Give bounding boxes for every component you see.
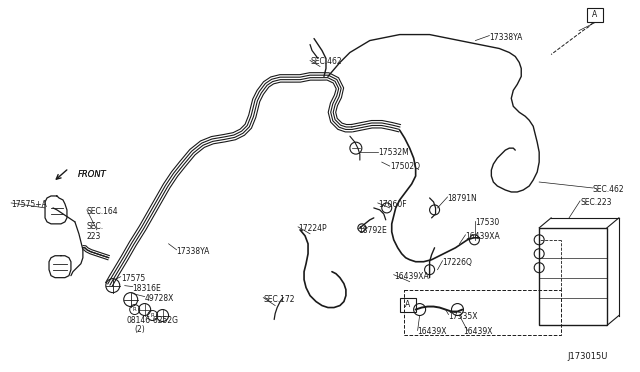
Text: 17502Q: 17502Q (390, 162, 420, 171)
Text: 17575: 17575 (121, 274, 145, 283)
Text: 08146-6252G: 08146-6252G (127, 315, 179, 324)
Text: 17338YA: 17338YA (177, 247, 210, 256)
Text: R: R (133, 307, 136, 312)
Text: 16439XA: 16439XA (394, 272, 428, 281)
Text: 17575+A: 17575+A (11, 200, 47, 209)
Text: FRONT: FRONT (78, 170, 107, 179)
Text: 17226Q: 17226Q (442, 258, 472, 267)
Text: 18792E: 18792E (358, 226, 387, 235)
Text: 17532M: 17532M (378, 148, 408, 157)
Text: SEC.164: SEC.164 (87, 207, 118, 216)
Text: SEC.223: SEC.223 (580, 198, 612, 207)
Text: 49728X: 49728X (145, 294, 174, 302)
Text: J173015U: J173015U (567, 352, 607, 361)
Text: SEC.462: SEC.462 (593, 185, 625, 194)
Text: SEC.172: SEC.172 (263, 295, 294, 304)
Text: 17224P: 17224P (298, 224, 326, 233)
Text: 18316E: 18316E (132, 283, 161, 293)
Text: A: A (405, 300, 410, 309)
Text: 17335X: 17335X (449, 311, 478, 321)
Text: R: R (151, 313, 154, 318)
Text: SEC.: SEC. (87, 222, 104, 231)
Text: SEC.462: SEC.462 (310, 58, 342, 67)
Bar (404, 290, 561, 336)
Text: (2): (2) (134, 326, 145, 334)
Text: 223: 223 (87, 232, 101, 241)
Text: 18791N: 18791N (447, 194, 477, 203)
Text: 16439X: 16439X (463, 327, 493, 336)
Text: 17338YA: 17338YA (490, 33, 523, 42)
Text: FRONT: FRONT (78, 170, 107, 179)
Text: A: A (593, 10, 598, 19)
Bar (539, 228, 607, 326)
Text: 16439XA: 16439XA (465, 232, 500, 241)
Text: 16439X: 16439X (418, 327, 447, 336)
Text: 17530: 17530 (476, 218, 500, 227)
Text: 17060F: 17060F (378, 200, 406, 209)
